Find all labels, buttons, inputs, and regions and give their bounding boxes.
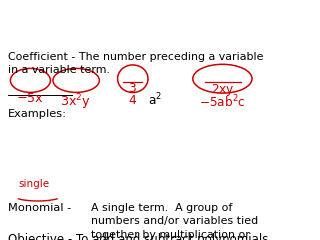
Text: Coefficient - The number preceding a variable
in a variable term.: Coefficient - The number preceding a var… (8, 52, 263, 75)
Text: $3$: $3$ (128, 82, 137, 95)
Text: $-5\mathregular{ab}^2\mathregular{c}$: $-5\mathregular{ab}^2\mathregular{c}$ (199, 94, 246, 111)
Text: $4$: $4$ (128, 94, 137, 107)
Text: $2\mathregular{xy}$: $2\mathregular{xy}$ (211, 82, 234, 98)
Text: Monomial -: Monomial - (8, 203, 71, 213)
Text: $-5\mathregular{x}$: $-5\mathregular{x}$ (16, 92, 44, 105)
Text: Objective - To add and subtract polynomials.: Objective - To add and subtract polynomi… (8, 233, 272, 240)
Text: Examples:: Examples: (8, 109, 67, 119)
Text: single: single (19, 179, 50, 189)
Text: $\mathregular{a}^2$: $\mathregular{a}^2$ (148, 92, 162, 108)
Text: $3\mathregular{x}^2\mathregular{y}$: $3\mathregular{x}^2\mathregular{y}$ (60, 92, 91, 112)
Text: A single term.  A group of
numbers and/or variables tied
together by multiplicat: A single term. A group of numbers and/or… (91, 203, 258, 240)
